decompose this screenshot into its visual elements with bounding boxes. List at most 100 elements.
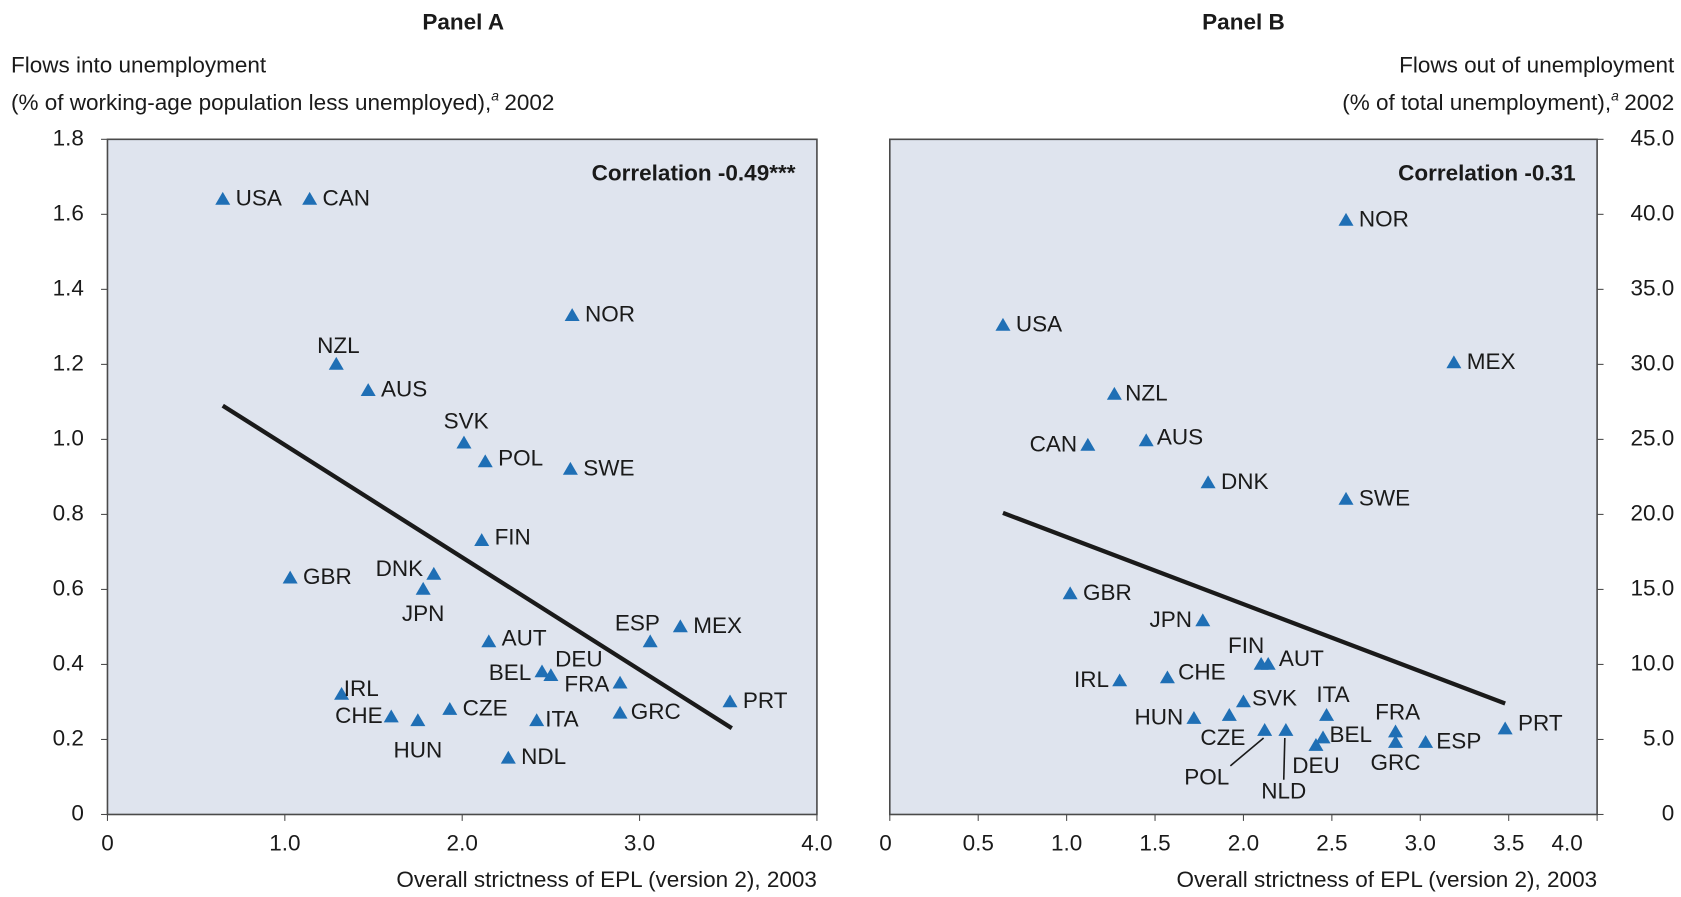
y-tick-label: 15.0 (1630, 575, 1674, 600)
point-label: GBR (303, 564, 352, 589)
y-axis-label-text: Flows into unemployment (11, 52, 267, 77)
point (500, 750, 516, 764)
point (282, 570, 298, 584)
point (477, 454, 493, 468)
x-tick-label: 3.5 (1493, 830, 1524, 855)
x-tick-label: 4.0 (801, 830, 832, 855)
x-tick-label: 0 (879, 830, 892, 855)
point-label: FRA (564, 671, 609, 696)
y-tick-label: 0.4 (53, 650, 84, 675)
point (442, 701, 458, 715)
point (1159, 670, 1175, 684)
y-axis-label-text: (% of total unemployment), (1342, 90, 1611, 115)
x-tick-label: 3.0 (1405, 830, 1436, 855)
plot-area (106, 138, 818, 816)
point (1257, 722, 1273, 736)
x-tick-label: 1.5 (1139, 830, 1170, 855)
y-tick-label: 0.6 (53, 575, 84, 600)
annotation: Correlation -0.49*** (592, 161, 796, 186)
point-label: AUS (381, 377, 427, 402)
point (334, 686, 350, 700)
x-axis-label: Overall strictness of EPL (version 2), 2… (396, 867, 817, 892)
point-label: DNK (376, 556, 424, 581)
point (415, 581, 431, 595)
point-label: NZL (1125, 380, 1168, 405)
point (612, 705, 628, 719)
point-label: POL (498, 446, 543, 471)
point (1388, 734, 1404, 748)
point-label: ITA (1316, 682, 1349, 707)
point (543, 668, 559, 682)
footnote-mark: a (491, 87, 499, 103)
point-label: SWE (583, 455, 634, 480)
label-arrow (1282, 737, 1286, 780)
y-axis-label-text: (% of working-age population less unempl… (11, 90, 491, 115)
point-label: NOR (585, 302, 635, 327)
point (562, 461, 578, 475)
trend-line (221, 403, 733, 731)
point-label: AUS (1157, 425, 1203, 450)
point-label: SWE (1359, 485, 1410, 510)
point-label: FIN (1228, 633, 1264, 658)
point (1186, 710, 1202, 724)
point-label: DEU (555, 647, 603, 672)
y-tick-label: 1.0 (53, 425, 84, 450)
footnote-mark: a (1611, 87, 1619, 103)
point (672, 619, 688, 633)
point-label: FRA (1375, 700, 1420, 725)
point (1278, 722, 1294, 736)
x-tick-label: 1.0 (269, 830, 300, 855)
point-label: SVK (1252, 686, 1297, 711)
point-label: CZE (463, 695, 508, 720)
point (1260, 656, 1276, 670)
x-tick-label: 3.0 (624, 830, 655, 855)
point-label: GRC (1371, 750, 1421, 775)
point (328, 356, 344, 370)
point (1106, 386, 1122, 400)
point (383, 709, 399, 723)
point-label: BEL (1329, 722, 1372, 747)
point-label: NLD (1261, 779, 1306, 804)
point-label: ITA (545, 707, 578, 732)
point-label: NOR (1359, 206, 1409, 231)
panel-title: Panel B (1202, 10, 1285, 35)
point (1338, 491, 1354, 505)
point (410, 713, 426, 727)
y-tick-label: 1.8 (53, 125, 84, 150)
y-axis-label-year: 2002 (1624, 90, 1674, 115)
y-axis-label: (% of total unemployment),a 2002 (1342, 87, 1674, 115)
point (722, 694, 738, 708)
panel-title: Panel A (422, 10, 504, 35)
point (1388, 724, 1404, 738)
point (215, 191, 231, 205)
point-label: HUN (1134, 704, 1183, 729)
x-tick-label: 0.5 (963, 830, 994, 855)
point-label: POL (1184, 765, 1229, 790)
x-tick-label: 1.0 (1051, 830, 1082, 855)
x-tick-label: 2.0 (447, 830, 478, 855)
x-tick-label: 0 (101, 830, 114, 855)
annotation: Correlation -0.31 (1398, 161, 1576, 186)
x-tick-label: 4.0 (1551, 830, 1582, 855)
y-axis-label: (% of working-age population less unempl… (11, 87, 554, 115)
point (995, 317, 1011, 331)
point (1319, 707, 1335, 721)
point (534, 664, 550, 678)
label-arrow (1229, 737, 1265, 767)
point (642, 634, 658, 648)
point (1446, 355, 1462, 369)
point-label: CAN (323, 185, 371, 210)
point-label: BEL (489, 660, 532, 685)
y-tick-label: 0 (71, 800, 84, 825)
point (612, 675, 628, 689)
point (1418, 734, 1434, 748)
point-label: AUT (1279, 646, 1324, 671)
point-label: DEU (1292, 753, 1340, 778)
x-axis-label: Overall strictness of EPL (version 2), 2… (1177, 867, 1598, 892)
point (1235, 694, 1251, 708)
point-label: USA (1016, 311, 1062, 336)
y-tick-label: 1.6 (53, 200, 84, 225)
point (474, 533, 490, 547)
